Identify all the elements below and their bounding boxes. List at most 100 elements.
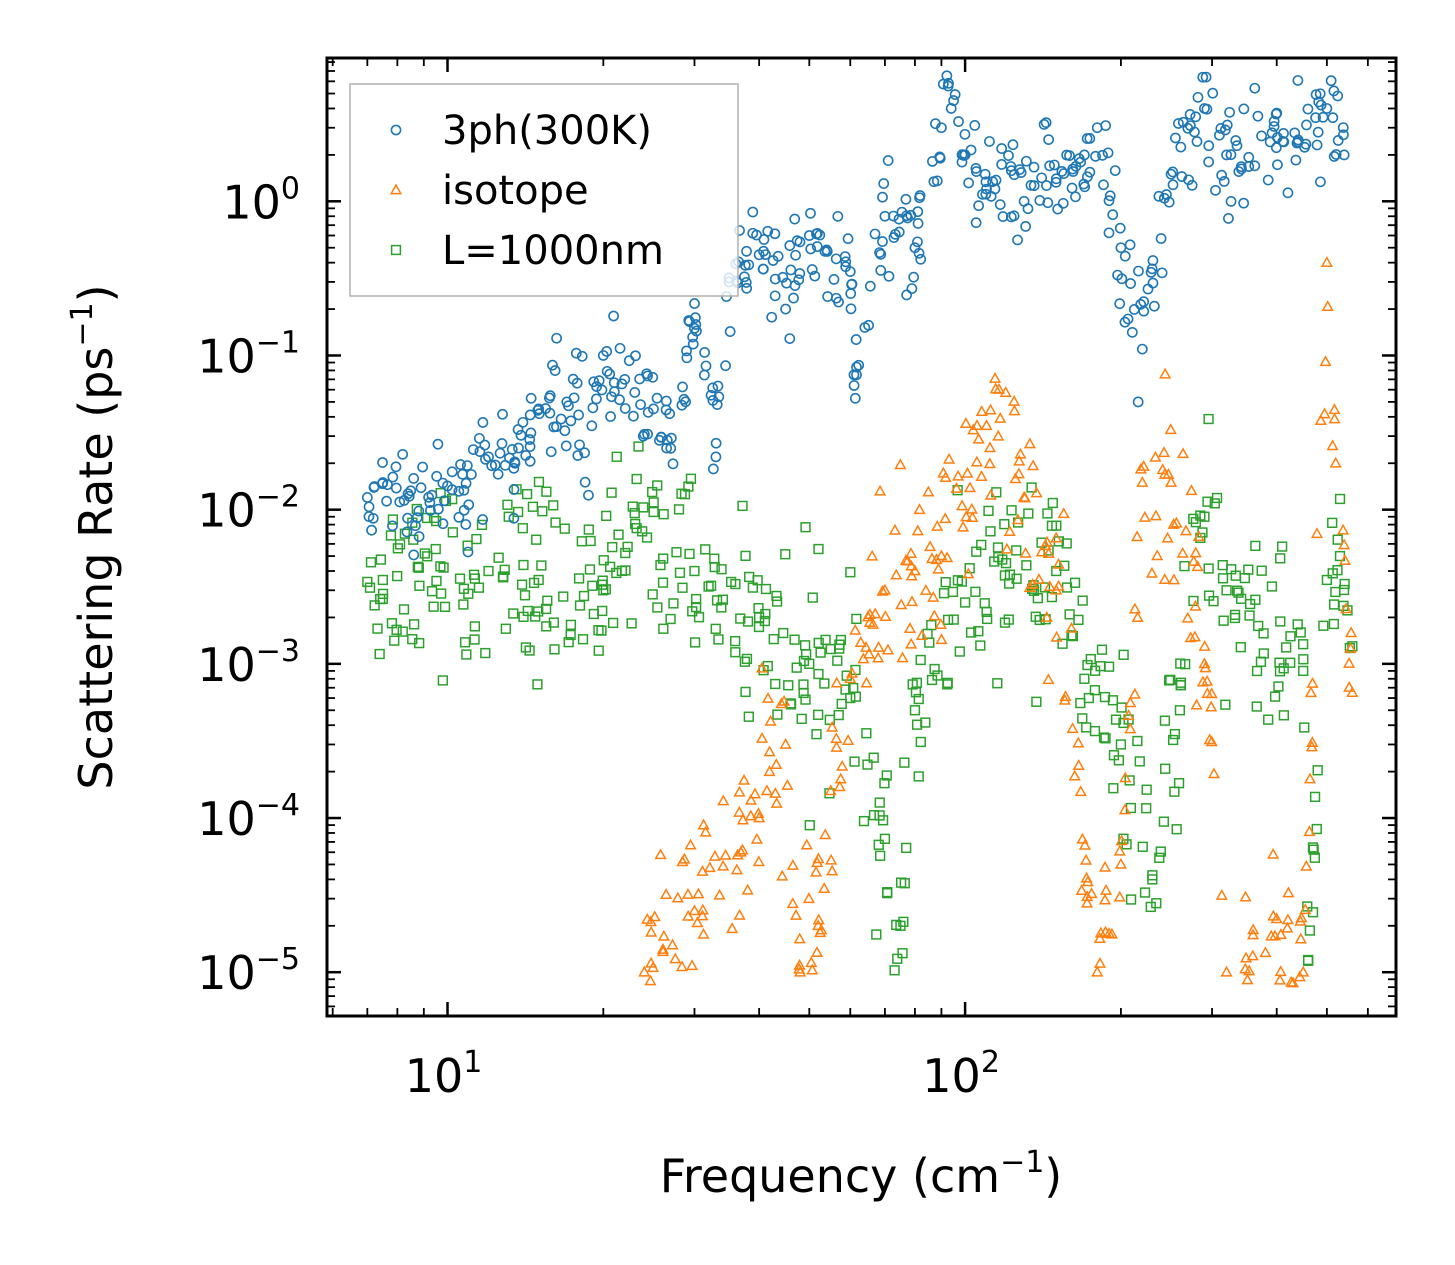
- data-point: [1104, 190, 1116, 202]
- data-point: [999, 386, 1012, 397]
- data-point: [1040, 610, 1053, 622]
- data-point: [1110, 714, 1122, 725]
- data-point: [939, 471, 952, 483]
- data-point: [506, 443, 518, 455]
- data-point: [674, 567, 686, 578]
- data-point: [630, 350, 641, 362]
- data-point: [1003, 614, 1014, 625]
- data-point: [1163, 675, 1175, 686]
- data-point: [480, 453, 491, 465]
- data-point: [461, 649, 472, 660]
- data-point: [1190, 698, 1203, 710]
- data-point: [1163, 196, 1175, 208]
- data-point: [1184, 631, 1197, 643]
- data-point: [996, 159, 1008, 170]
- data-point: [681, 352, 693, 364]
- data-point: [863, 616, 876, 627]
- data-point: [1139, 887, 1151, 898]
- data-point: [1319, 355, 1332, 367]
- data-point: [1008, 395, 1021, 406]
- data-point: [502, 499, 513, 510]
- data-point: [1052, 557, 1065, 569]
- data-point: [878, 583, 892, 595]
- data-point: [994, 412, 1007, 423]
- data-point: [980, 419, 993, 431]
- data-point: [911, 677, 923, 688]
- data-point: [413, 562, 424, 573]
- data-point: [1235, 642, 1246, 653]
- data-point: [826, 864, 839, 876]
- data-point: [1343, 656, 1356, 668]
- data-point: [716, 564, 727, 575]
- data-point: [842, 233, 854, 245]
- data-point: [387, 514, 399, 525]
- data-point: [1302, 901, 1313, 912]
- data-point: [422, 551, 433, 562]
- data-point: [911, 524, 924, 536]
- data-point: [999, 519, 1010, 530]
- data-point: [741, 653, 753, 665]
- data-point: [668, 598, 679, 609]
- data-point: [805, 956, 818, 968]
- data-point: [669, 952, 682, 964]
- data-point: [1328, 85, 1340, 97]
- data-point: [710, 451, 722, 463]
- data-point: [733, 805, 746, 817]
- data-point: [761, 692, 775, 703]
- data-point: [1263, 714, 1274, 725]
- data-point: [1145, 566, 1159, 578]
- data-point: [513, 442, 524, 454]
- data-point: [631, 523, 642, 534]
- data-point: [576, 350, 588, 362]
- data-point: [424, 497, 436, 509]
- data-point: [648, 506, 659, 518]
- data-point: [1251, 665, 1263, 677]
- data-point: [517, 523, 528, 534]
- data-point: [377, 457, 388, 468]
- data-point: [793, 958, 806, 970]
- data-point: [627, 501, 638, 512]
- data-point: [573, 573, 585, 584]
- data-point: [970, 217, 982, 229]
- data-point: [696, 903, 709, 915]
- data-point: [387, 471, 399, 483]
- data-point: [1156, 267, 1168, 279]
- data-point: [1124, 239, 1136, 251]
- data-point: [1238, 103, 1250, 115]
- data-point: [476, 519, 488, 531]
- data-point: [996, 143, 1008, 154]
- data-point: [915, 736, 926, 748]
- data-point: [1338, 149, 1350, 161]
- data-point: [394, 539, 406, 550]
- data-point: [849, 392, 861, 404]
- data-point: [895, 598, 908, 610]
- data-point: [1177, 116, 1189, 128]
- data-point: [747, 582, 759, 593]
- data-point: [769, 290, 781, 302]
- data-point: [850, 691, 861, 702]
- data-point: [997, 211, 1009, 222]
- data-point: [741, 245, 752, 257]
- data-point: [377, 588, 389, 600]
- data-point: [593, 645, 604, 656]
- data-point: [804, 820, 815, 831]
- data-point: [862, 759, 873, 770]
- data-point: [1103, 661, 1115, 672]
- data-point: [579, 476, 591, 488]
- data-point: [1318, 407, 1331, 419]
- data-point: [736, 843, 749, 855]
- data-point: [432, 438, 444, 450]
- data-point: [960, 510, 973, 522]
- data-point: [941, 70, 953, 82]
- data-point: [769, 228, 781, 240]
- data-point: [1083, 692, 1095, 704]
- data-point: [1066, 630, 1077, 641]
- data-point: [414, 637, 425, 649]
- data-point: [868, 752, 879, 763]
- data-points-layer: [361, 70, 1359, 988]
- data-point: [1311, 823, 1322, 835]
- data-point: [912, 206, 924, 218]
- data-point: [879, 833, 891, 844]
- data-point: [508, 608, 519, 619]
- data-point: [1141, 803, 1152, 814]
